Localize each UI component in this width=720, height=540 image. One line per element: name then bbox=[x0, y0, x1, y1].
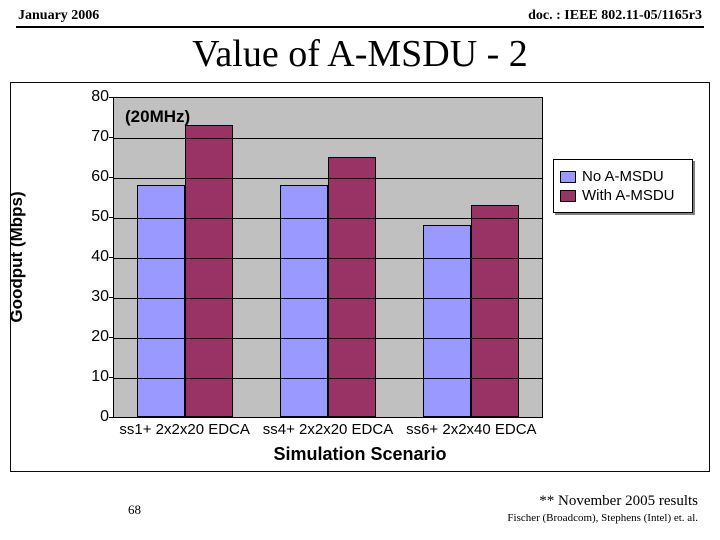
legend-item: No A-MSDU bbox=[560, 168, 686, 185]
y-tick-label: 70 bbox=[81, 128, 109, 146]
y-tick-label: 50 bbox=[81, 208, 109, 226]
footnote-primary: ** November 2005 results bbox=[539, 493, 698, 510]
gridline bbox=[113, 218, 542, 219]
y-tick-mark bbox=[109, 97, 113, 98]
y-tick-mark bbox=[109, 217, 113, 218]
footnote-secondary: Fischer (Broadcom), Stephens (Intel) et.… bbox=[507, 512, 698, 524]
x-category-label: ss4+ 2x2x20 EDCA bbox=[248, 421, 408, 438]
header-rule bbox=[16, 26, 704, 28]
y-tick-mark bbox=[109, 377, 113, 378]
x-category-label: ss6+ 2x2x40 EDCA bbox=[391, 421, 551, 438]
bar bbox=[423, 225, 471, 417]
y-tick-mark bbox=[109, 177, 113, 178]
gridline bbox=[113, 138, 542, 139]
slide-title: Value of A-MSDU - 2 bbox=[0, 32, 720, 76]
gridline bbox=[113, 298, 542, 299]
y-tick-label: 20 bbox=[81, 328, 109, 346]
y-axis-line bbox=[113, 97, 114, 417]
y-tick-mark bbox=[109, 337, 113, 338]
bar bbox=[280, 185, 328, 417]
legend-swatch bbox=[560, 171, 576, 183]
x-category-label: ss1+ 2x2x20 EDCA bbox=[105, 421, 265, 438]
y-tick-label: 40 bbox=[81, 248, 109, 266]
x-axis-title: Simulation Scenario bbox=[19, 444, 701, 465]
y-tick-label: 30 bbox=[81, 288, 109, 306]
y-tick-mark bbox=[109, 297, 113, 298]
chart-container: Goodput (Mbps) 01020304050607080 ss1+ 2x… bbox=[10, 82, 710, 472]
in-plot-annotation: (20MHz) bbox=[125, 107, 190, 127]
bar bbox=[137, 185, 185, 417]
y-tick-mark bbox=[109, 417, 113, 418]
y-tick-mark bbox=[109, 137, 113, 138]
gridline bbox=[113, 378, 542, 379]
y-tick-label: 60 bbox=[81, 168, 109, 186]
header-docid: doc. : IEEE 802.11-05/1165r3 bbox=[528, 8, 702, 24]
gridline bbox=[113, 178, 542, 179]
legend-label: No A-MSDU bbox=[582, 168, 664, 185]
page-number: 68 bbox=[128, 502, 141, 518]
header-date: January 2006 bbox=[18, 8, 99, 24]
legend-swatch bbox=[560, 190, 576, 202]
plot-area bbox=[113, 97, 543, 417]
legend-label: With A-MSDU bbox=[582, 187, 675, 204]
y-tick-mark bbox=[109, 257, 113, 258]
bar bbox=[471, 205, 519, 417]
bar bbox=[185, 125, 233, 417]
legend-item: With A-MSDU bbox=[560, 187, 686, 204]
legend: No A-MSDU With A-MSDU bbox=[553, 159, 693, 213]
gridline bbox=[113, 338, 542, 339]
x-axis-line bbox=[113, 417, 543, 418]
y-tick-label: 10 bbox=[81, 368, 109, 386]
y-axis-label: Goodput (Mbps) bbox=[7, 191, 27, 322]
y-tick-label: 80 bbox=[81, 88, 109, 106]
gridline bbox=[113, 258, 542, 259]
